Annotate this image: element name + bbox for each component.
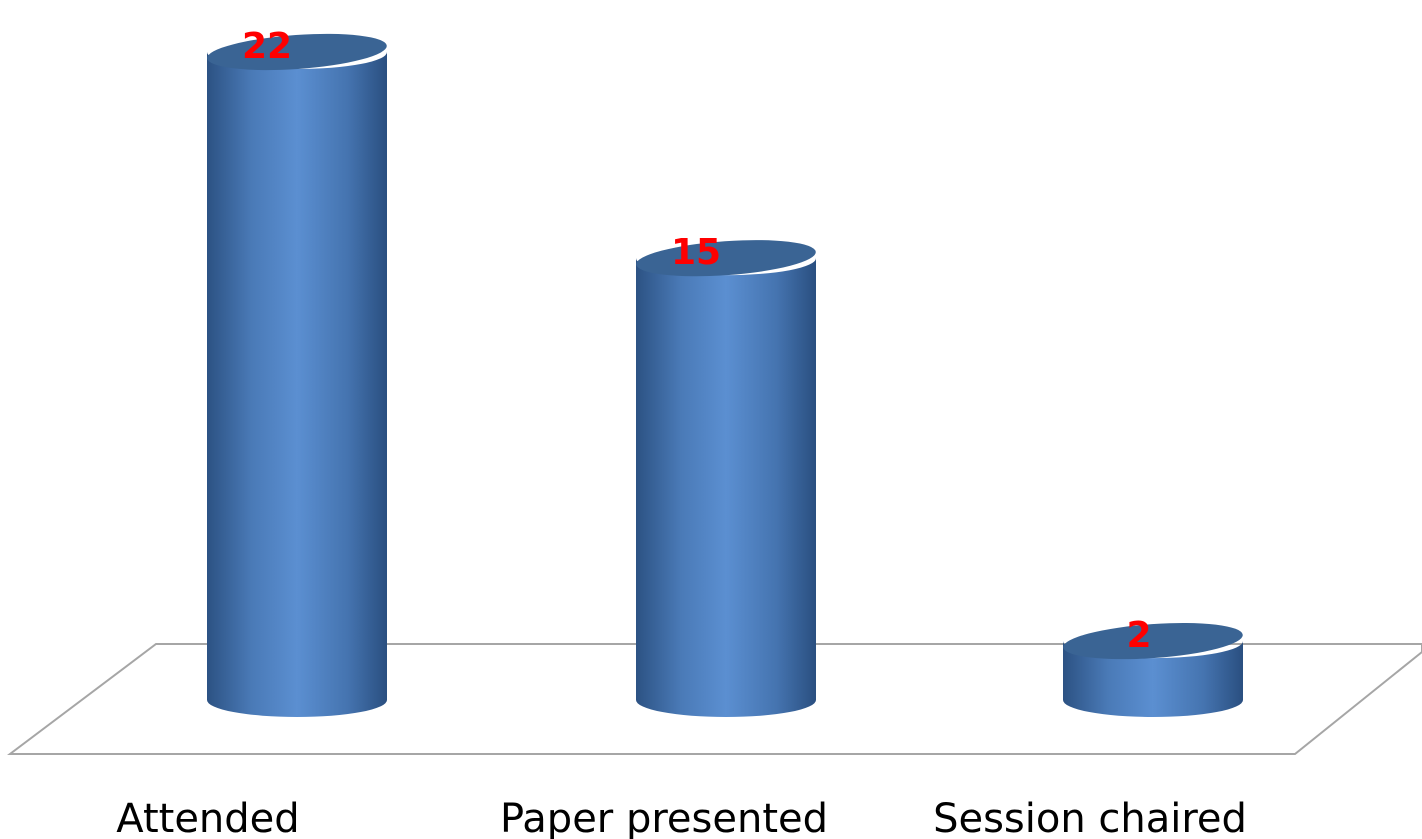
bar-3 (1063, 623, 1243, 717)
bars-group (207, 33, 1243, 717)
data-label-3: 2 (1126, 615, 1151, 656)
bar-body (1063, 641, 1243, 717)
category-label-3: Session chaired (933, 796, 1247, 839)
category-label-1: Attended (116, 796, 299, 839)
bar-top (1063, 623, 1243, 660)
bar-top (207, 33, 387, 71)
bar-2 (636, 240, 816, 717)
data-label-2: 15 (671, 232, 721, 273)
data-label-1: 22 (242, 26, 292, 67)
bar-body (207, 52, 387, 717)
labels-group: 22 Attended 15 Paper presented 2 Session chai… (116, 26, 1247, 839)
category-label-2: Paper presented (500, 796, 828, 839)
bar-top (636, 240, 816, 277)
bar-body (636, 258, 816, 717)
bar-1 (207, 33, 387, 717)
